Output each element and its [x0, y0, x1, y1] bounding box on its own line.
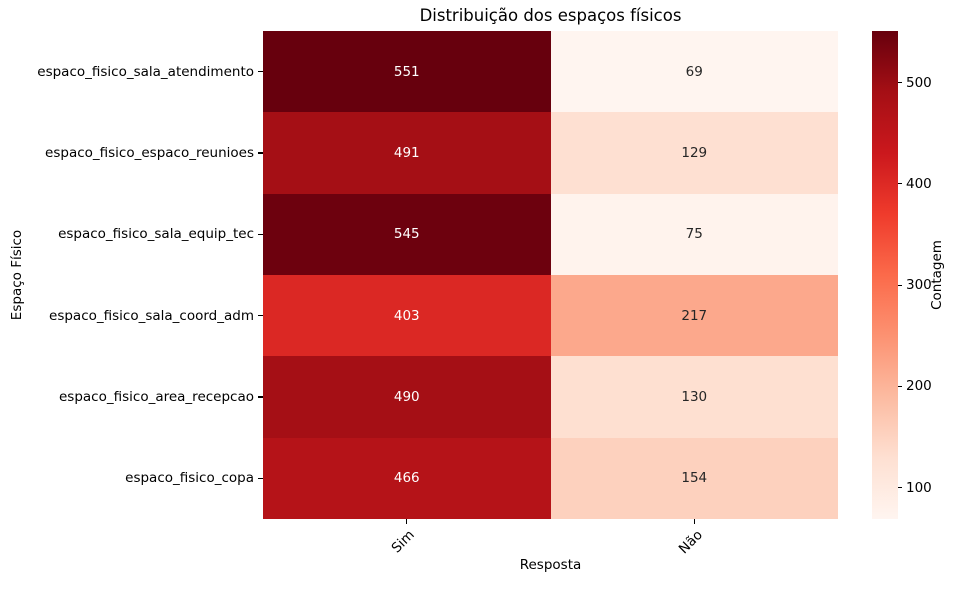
colorbar-tick-mark — [898, 183, 902, 185]
heatmap-cell: 403 — [263, 275, 551, 357]
heatmap-cell: 491 — [263, 112, 551, 194]
y-tick-mark — [258, 233, 263, 235]
cell-value: 69 — [685, 63, 703, 80]
y-tick-mark — [258, 477, 263, 479]
colorbar-tick-label: 200 — [906, 378, 932, 395]
heatmap-cell: 217 — [550, 275, 838, 357]
x-tick-mark — [693, 519, 695, 524]
cell-value: 551 — [393, 63, 420, 80]
cell-value: 154 — [681, 470, 708, 487]
y-axis-label: Espaço Físico — [9, 229, 25, 321]
x-tick-label: Não — [675, 527, 706, 558]
y-tick-label: espaco_fisico_sala_equip_tec — [58, 226, 254, 243]
chart-title: Distribuição dos espaços físicos — [419, 6, 682, 25]
heatmap-cell: 129 — [550, 112, 838, 194]
x-tick-label: Sim — [388, 527, 419, 557]
colorbar-label: Contagem — [929, 240, 945, 310]
colorbar-tick-label: 400 — [906, 175, 932, 192]
colorbar-tick-label: 500 — [906, 74, 932, 91]
colorbar-tick-mark — [898, 385, 902, 387]
cell-value: 217 — [681, 307, 708, 324]
cell-value: 75 — [685, 226, 703, 243]
y-tick-label: espaco_fisico_sala_coord_adm — [49, 307, 254, 324]
y-tick-mark — [258, 71, 263, 73]
x-axis-ticks — [263, 519, 838, 524]
y-tick-mark — [258, 315, 263, 317]
colorbar-tick-mark — [898, 487, 902, 489]
heatmap-cell: 130 — [550, 356, 838, 438]
heatmap-cell: 490 — [263, 356, 551, 438]
y-tick-label: espaco_fisico_espaco_reunioes — [45, 144, 254, 161]
colorbar — [872, 31, 898, 519]
cell-value: 490 — [393, 388, 420, 405]
cell-value: 491 — [393, 144, 420, 161]
colorbar-ticks: 100 200 300 400 500 — [898, 31, 948, 519]
y-tick-mark — [258, 152, 263, 154]
heatmap-cell: 545 — [263, 193, 551, 275]
cell-value: 130 — [681, 388, 708, 405]
x-tick-mark — [406, 519, 408, 524]
cell-value: 129 — [681, 144, 708, 161]
y-tick-label: espaco_fisico_sala_atendimento — [37, 63, 254, 80]
cell-value: 545 — [393, 226, 420, 243]
heatmap-cell: 551 — [263, 31, 551, 113]
y-tick-label: espaco_fisico_area_recepcao — [59, 388, 254, 405]
colorbar-tick-mark — [898, 284, 902, 286]
heatmap-cell: 154 — [550, 437, 838, 519]
heatmap-cell: 75 — [550, 193, 838, 275]
y-axis-ticks — [258, 31, 263, 519]
colorbar-tick-mark — [898, 82, 902, 84]
cell-value: 466 — [393, 470, 420, 487]
heatmap-grid: 551 69 491 129 545 75 403 217 490 130 466 154 — [263, 31, 838, 519]
x-axis-label: Resposta — [519, 557, 582, 573]
colorbar-tick-label: 300 — [906, 277, 932, 294]
colorbar-tick-label: 100 — [906, 479, 932, 496]
y-axis-tick-labels: espaco_fisico_sala_atendimento espaco_fis… — [0, 31, 254, 519]
heatmap-cell: 69 — [550, 31, 838, 113]
y-tick-label: espaco_fisico_copa — [125, 470, 254, 487]
cell-value: 403 — [393, 307, 420, 324]
heatmap-cell: 466 — [263, 437, 551, 519]
y-tick-mark — [258, 396, 263, 398]
